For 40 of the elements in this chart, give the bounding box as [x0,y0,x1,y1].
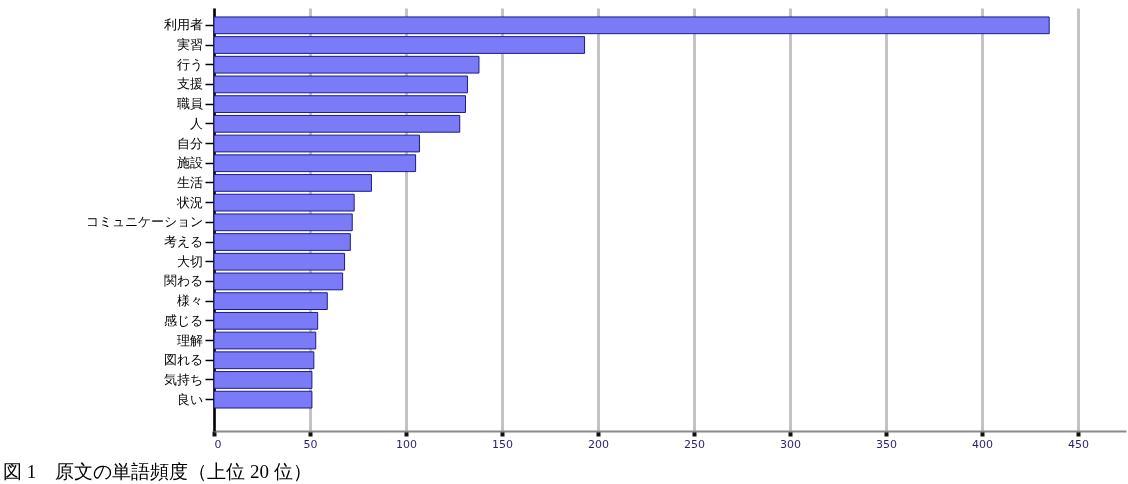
y-tick-label: 支援 [176,76,203,92]
x-tick-label: 200 [588,437,609,451]
bar [213,174,372,192]
y-tick-label: 図れる [163,352,203,368]
y-tick-label: 良い [176,391,203,407]
x-tick-label: 150 [492,437,513,451]
y-tick-label: 生活 [176,174,203,190]
y-tick-label: 状況 [175,194,203,210]
x-tick-label: 400 [972,437,993,451]
bar [213,233,351,251]
x-tick-label: 450 [1068,437,1089,451]
y-tick-label: 実習 [176,37,203,53]
bar [213,95,467,113]
y-tick-label: 感じる [163,312,203,328]
x-tick-label: 350 [876,437,897,451]
y-tick-label: 大切 [176,253,203,269]
y-tick-label: 考える [163,234,203,250]
y-tick-label: 気持ち [163,371,203,387]
y-tick-label: 施設 [176,155,203,171]
x-tick-label: 100 [396,437,417,451]
y-tick-label: 行う [176,56,203,72]
y-tick-label: 利用者 [163,17,203,33]
x-tick-label: 50 [303,437,318,451]
bar [213,16,1050,35]
y-tick-label: コミュニケーション [85,214,203,230]
y-tick-label: 人 [189,115,203,131]
x-tick-label: 0 [214,437,222,451]
bar [213,371,313,389]
y-tick-label: 関わる [163,273,203,289]
bar [213,311,319,330]
y-tick-label: 理解 [176,332,203,348]
bar [213,36,586,54]
text: 図 1 原文の単語頻度（上位 20 位） [3,461,312,482]
x-tick-label: 250 [684,437,705,451]
y-tick-label: 様々 [176,293,203,309]
bar [213,390,313,409]
bar [213,292,328,311]
y-tick-label: 職員 [176,96,203,112]
x-tick-label: 300 [780,437,801,451]
y-tick-label: 自分 [176,135,203,151]
